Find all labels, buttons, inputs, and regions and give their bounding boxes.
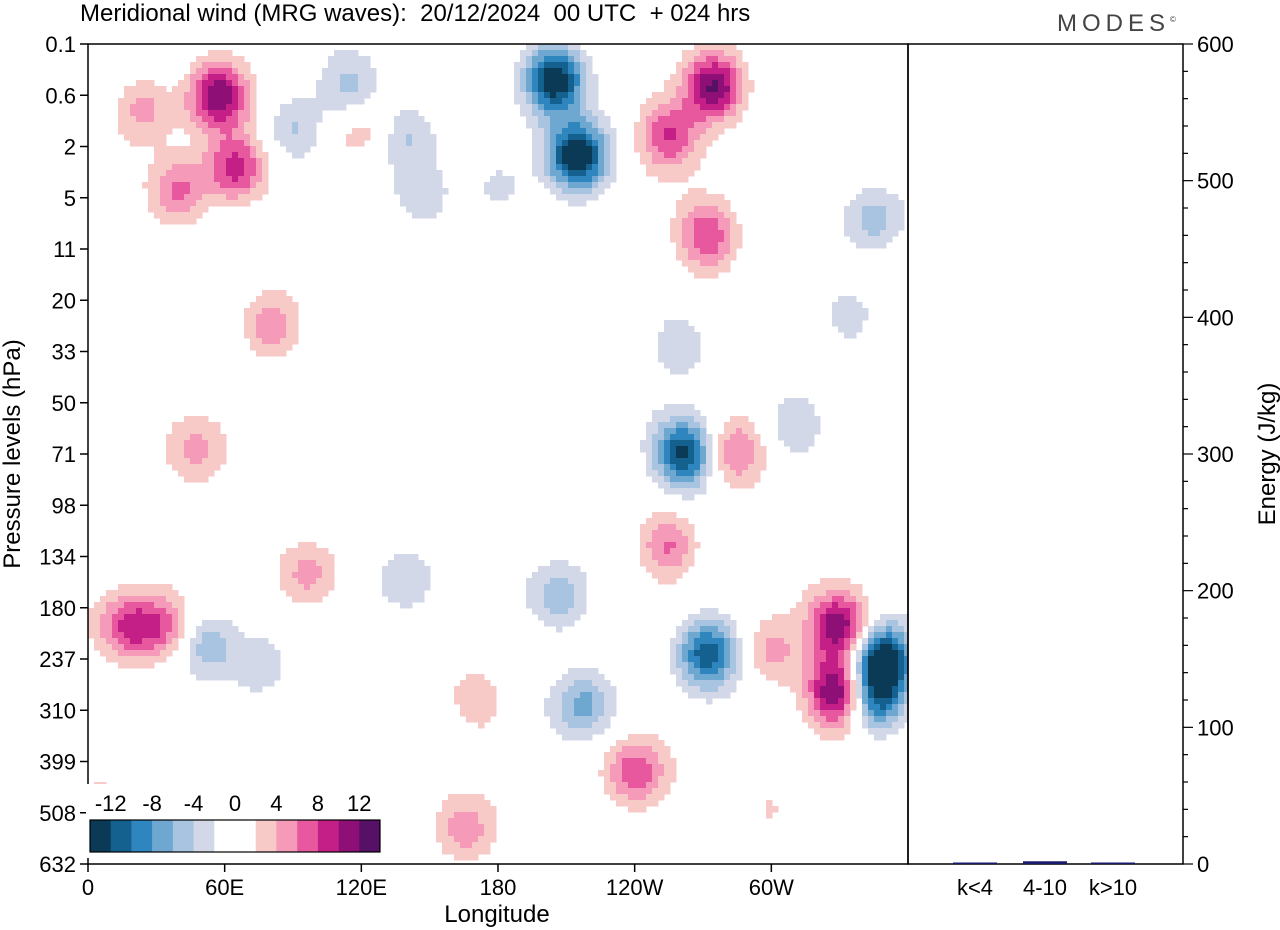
energy-category-label: 4-10 bbox=[1023, 875, 1067, 900]
colorbar-swatch bbox=[359, 820, 381, 852]
energy-category-label: k<4 bbox=[957, 875, 993, 900]
energy-bar bbox=[953, 862, 997, 864]
colorbar-label: 12 bbox=[347, 791, 371, 816]
x-tick-label: 120E bbox=[336, 875, 387, 900]
colorbar-swatch bbox=[90, 820, 112, 852]
energy-tick-label: 100 bbox=[1197, 715, 1234, 740]
x-tick-label: 0 bbox=[82, 875, 94, 900]
x-axis-title: Longitude bbox=[444, 901, 549, 928]
energy-axis-title: Energy (J/kg) bbox=[1254, 383, 1280, 526]
energy-bar bbox=[1091, 862, 1135, 864]
brand-logo: MODES© bbox=[1057, 10, 1176, 38]
heatmap-axes: 0.1 0.6 2 5 11 20 33 50 71 98 134 180 237 310 399 508 63… bbox=[39, 32, 794, 900]
y-tick-label: 180 bbox=[39, 596, 76, 621]
colorbar-frame bbox=[89, 819, 381, 853]
y-tick-label: 2 bbox=[64, 135, 76, 160]
colorbar-swatch bbox=[152, 820, 174, 852]
colorbar-swatch bbox=[193, 820, 215, 852]
y-tick-label: 237 bbox=[39, 647, 76, 672]
colorbar-swatch bbox=[317, 820, 339, 852]
y-tick-label: 11 bbox=[53, 237, 76, 262]
x-tick-label: 180 bbox=[480, 875, 517, 900]
colorbar-swatch bbox=[110, 820, 132, 852]
colorbar-label: -8 bbox=[142, 791, 162, 816]
colorbar-label: 0 bbox=[229, 791, 241, 816]
y-tick-label: 134 bbox=[39, 545, 76, 570]
energy-tick-label: 0 bbox=[1197, 852, 1209, 877]
energy-category-label: k>10 bbox=[1089, 875, 1137, 900]
y-tick-label: 33 bbox=[52, 340, 76, 365]
energy-tick-label: 400 bbox=[1197, 305, 1234, 330]
energy-tick-label: 600 bbox=[1197, 32, 1234, 57]
brand-mark: © bbox=[1170, 15, 1176, 24]
colorbar-label: -12 bbox=[95, 791, 127, 816]
energy-axes: 0 100 200 300 400 500 600 k<4 4-10 k>10 bbox=[957, 32, 1234, 900]
colorbar-swatch bbox=[255, 820, 277, 852]
x-tick-label: 120W bbox=[606, 875, 664, 900]
colorbar: -12 -8 -4 0 4 8 12 bbox=[86, 784, 384, 858]
energy-tick-label: 300 bbox=[1197, 442, 1234, 467]
energy-frame bbox=[907, 43, 1184, 865]
colorbar-swatch bbox=[131, 820, 153, 852]
colorbar-swatch bbox=[235, 820, 257, 852]
colorbar-swatch bbox=[172, 820, 194, 852]
x-tick-label: 60E bbox=[205, 875, 244, 900]
colorbar-label: 4 bbox=[270, 791, 282, 816]
y-tick-label: 0.6 bbox=[45, 83, 76, 108]
y-tick-label: 0.1 bbox=[45, 32, 76, 57]
y-tick-label: 508 bbox=[39, 801, 76, 826]
colorbar-swatch bbox=[338, 820, 360, 852]
colorbar-swatch bbox=[276, 820, 298, 852]
y-tick-label: 20 bbox=[52, 288, 76, 313]
x-tick-label: 60W bbox=[749, 875, 794, 900]
y-tick-label: 98 bbox=[52, 493, 76, 518]
energy-tick-label: 500 bbox=[1197, 169, 1234, 194]
colorbar-swatch bbox=[297, 820, 319, 852]
colorbar-label: 8 bbox=[312, 791, 324, 816]
energy-bar bbox=[1023, 861, 1067, 864]
brand-text: MODES bbox=[1057, 10, 1171, 37]
heatmap-field bbox=[88, 44, 908, 861]
colorbar-swatch bbox=[214, 820, 236, 852]
chart-title: Meridional wind (MRG waves): 20/12/2024 … bbox=[80, 0, 751, 27]
y-tick-label: 50 bbox=[52, 391, 76, 416]
colorbar-label: -4 bbox=[184, 791, 204, 816]
energy-bars bbox=[953, 861, 1135, 864]
y-tick-label: 71 bbox=[52, 442, 76, 467]
energy-tick-label: 200 bbox=[1197, 579, 1234, 604]
y-tick-label: 310 bbox=[39, 698, 76, 723]
y-axis-title: Pressure levels (hPa) bbox=[0, 339, 26, 568]
y-tick-label: 5 bbox=[64, 186, 76, 211]
y-tick-label: 399 bbox=[39, 750, 76, 775]
y-tick-label: 632 bbox=[39, 852, 76, 877]
